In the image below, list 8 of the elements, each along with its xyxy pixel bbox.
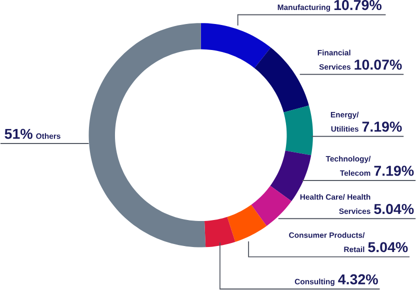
data-label: 7.19% — [374, 166, 414, 176]
data-label: 51% — [4, 129, 32, 140]
data-label: 10.79% — [334, 0, 382, 10]
data-label: 10.07% — [354, 60, 402, 70]
data-label: 7.19% — [362, 122, 402, 132]
data-label: 5.04% — [374, 204, 414, 214]
data-label: 4.32% — [338, 274, 378, 285]
data-label: 5.04% — [368, 242, 408, 252]
